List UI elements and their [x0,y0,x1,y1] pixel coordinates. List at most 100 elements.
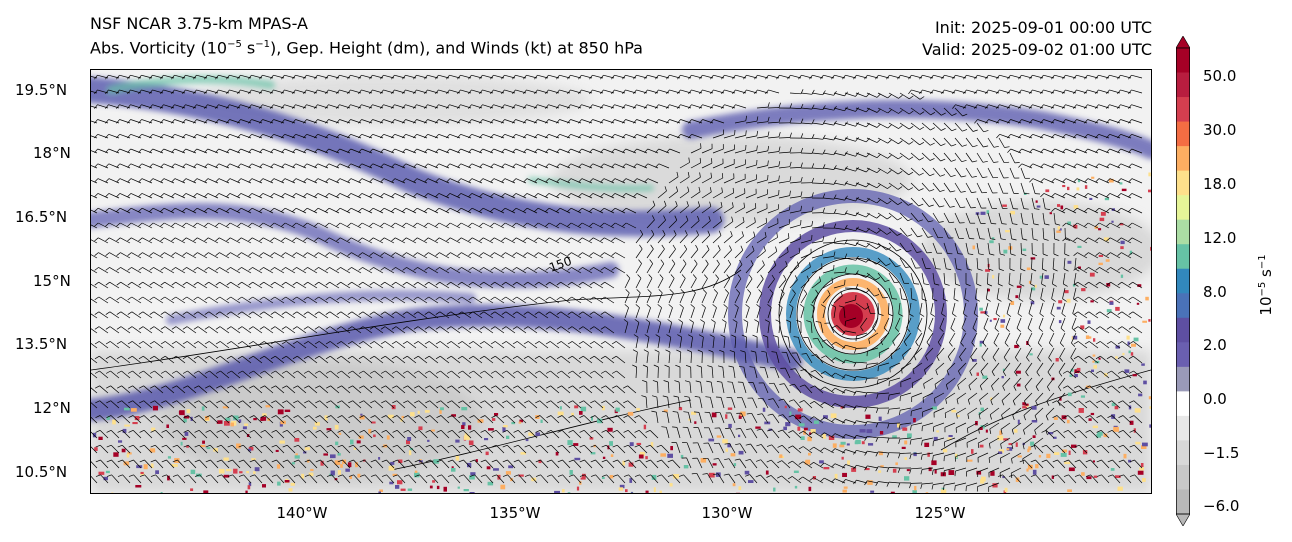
wind-barb-flag [138,311,144,315]
convection-speckle [956,414,960,417]
wind-barb-flag [325,296,331,301]
wind-barb-flag [831,341,837,346]
wind-barb-flag [468,281,473,286]
wind-barb [571,237,582,244]
wind-barb-flag [767,145,770,151]
wind-barb-flag [876,153,881,158]
wind-barb [175,267,186,274]
wind-barb-flag [545,222,550,227]
wind-barb [241,267,252,274]
convection-speckle [451,468,456,472]
wind-barb [712,278,719,289]
wind-barb-flag [479,252,484,256]
wind-barb-flag [1007,104,1011,109]
convection-speckle [985,429,988,433]
wind-barb [624,307,629,319]
wind-barb [274,222,285,229]
wind-barb [789,210,801,214]
wind-barb-flag [226,281,231,286]
wind-barb [742,382,747,394]
wind-barb-flag [800,147,804,153]
wind-barb [1070,347,1077,358]
convection-speckle [1001,376,1004,379]
wind-barb-flag [336,281,341,286]
wind-barb-flag [534,311,540,315]
wind-barb [561,355,571,364]
wind-barb-flag [789,103,793,109]
wind-barb [550,385,560,394]
wind-barb-flag [709,187,712,193]
wind-barb [240,163,252,169]
wind-barb-flag [512,311,518,315]
wind-barb [1077,341,1088,349]
wind-barb [198,370,208,379]
wind-barb-flag [1106,296,1112,301]
convection-speckle [436,485,440,490]
wind-barb [154,370,164,379]
convection-speckle [132,422,138,425]
wind-barb [286,355,296,364]
convection-speckle [1119,223,1124,226]
convection-speckle [1000,319,1006,323]
wind-barb-flag [160,281,165,286]
wind-barb [973,302,978,314]
wind-barb [131,341,142,349]
wind-barb-flag [435,163,440,168]
wind-barb-flag [358,252,363,256]
wind-barb-flag [578,207,583,212]
wind-barb-flag [998,283,1003,287]
wind-barb-flag [182,237,187,242]
wind-barb-flag [908,89,912,95]
wind-barb-flag [1018,104,1022,109]
wind-barb [593,296,604,304]
convection-speckle [1015,295,1019,299]
wind-barb [264,385,274,394]
wind-barb [745,236,756,244]
wind-barb-flag [501,119,505,124]
wind-barb-flag [358,148,362,153]
wind-barb [538,341,549,349]
wind-barb-flag [391,222,396,227]
wind-barb [811,182,824,184]
convection-speckle [808,486,812,492]
wind-barb [657,263,665,274]
wind-barb-flag [960,191,966,193]
wind-barb-flag [138,134,142,139]
wind-barb [1026,332,1033,344]
wind-barb-flag [457,370,463,374]
wind-barb-flag [523,148,527,153]
wind-barb [538,237,549,244]
wind-barb [679,205,689,214]
wind-barbs [91,74,1143,492]
wind-barb-flag [281,237,286,242]
wind-barb [417,237,428,244]
convection-speckle [1084,185,1088,189]
wind-barb-flag [979,399,982,405]
wind-barb-flag [962,313,968,317]
wind-barb-flag [1007,298,1013,302]
convection-speckle [1015,442,1018,447]
wind-barb [472,222,483,229]
wind-barb-flag [741,334,747,338]
wind-barb [910,197,919,207]
wind-barb [548,163,560,169]
wind-barb-flag [633,163,638,168]
wind-barb-flag [259,134,263,139]
wind-barb [428,267,439,274]
wind-barb [723,221,734,229]
convection-speckle [1088,336,1092,339]
wind-barb-flag [127,74,131,80]
wind-barb-flag [578,134,582,139]
wind-barb-flag [512,134,516,139]
wind-barb-flag [171,148,175,153]
wind-barb-flag [939,189,945,192]
wind-barb-flag [556,89,560,95]
wind-barb-flag [248,355,254,360]
wind-barb-flag [600,237,605,242]
wind-barb [99,400,109,409]
wind-barb [361,207,373,214]
wind-barb [943,107,953,116]
wind-barb [745,207,756,214]
wind-barb-flag [1062,178,1067,183]
wind-barb-flag [259,326,265,330]
